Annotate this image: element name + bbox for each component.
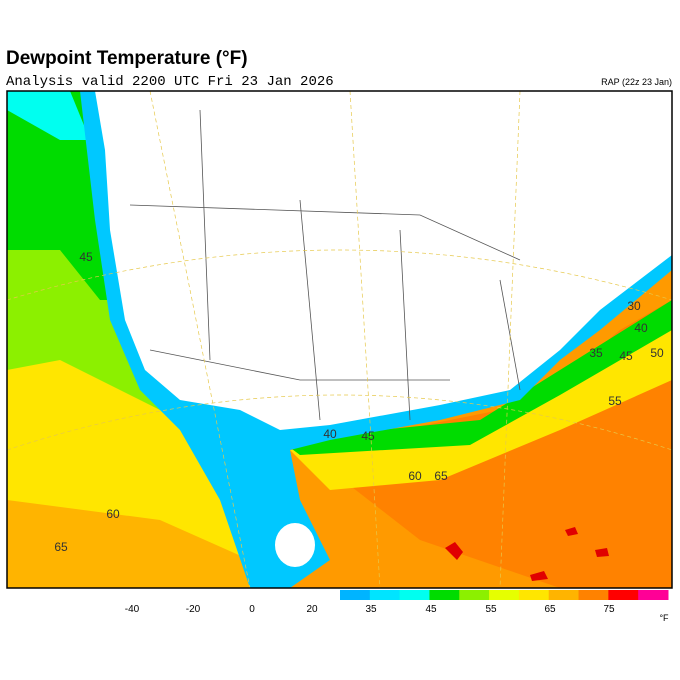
colorbar-tick-label: 55	[485, 604, 497, 615]
borders	[129, 109, 521, 421]
map-frame	[6, 90, 673, 589]
colorbar-tick-label: 35	[365, 604, 377, 615]
contour-label: 40	[323, 427, 337, 441]
colorbar-tick-label: -20	[186, 604, 201, 615]
colorbar-swatch	[399, 590, 430, 600]
colorbar-tick-label: 45	[425, 604, 437, 615]
contour-label: 50	[650, 346, 664, 360]
subtitle: Analysis valid 2200 UTC Fri 23 Jan 2026	[6, 74, 334, 90]
colorbar-swatch	[369, 590, 401, 600]
contour-label: 60	[408, 469, 422, 483]
colorbar-swatch	[459, 590, 490, 600]
contour-label: 60	[106, 507, 120, 521]
contour-label: 30	[627, 299, 641, 313]
contour-label: 65	[434, 469, 448, 483]
contour-label: 45	[361, 429, 375, 443]
colorbar-unit: °F	[659, 613, 669, 623]
colorbar-swatch	[578, 590, 609, 600]
colorbar-tick-label: 20	[306, 604, 318, 615]
pacific-aqua	[7, 91, 90, 140]
colorbar-swatch	[638, 590, 669, 600]
graticule	[7, 91, 672, 588]
colorbar-swatch	[429, 590, 460, 600]
colorbar-swatch	[518, 590, 550, 600]
colorbar-tick-label: 75	[603, 604, 615, 615]
colorbar-swatch	[489, 590, 520, 600]
colorbar-tick-label: 0	[249, 604, 255, 615]
contour-label: 40	[634, 321, 648, 335]
colorbar-tick-label: 65	[544, 604, 556, 615]
colorbar-swatch	[608, 590, 639, 600]
contour-label: 55	[608, 394, 622, 408]
colorbar-swatch	[548, 590, 580, 600]
model-label: RAP (22z 23 Jan)	[601, 77, 672, 87]
mexico-dry	[275, 523, 315, 567]
colorbar: -40 -20 0 20 35 45 55 65 75	[125, 590, 669, 615]
contour-label: 35	[589, 346, 603, 360]
title: Dewpoint Temperature (°F)	[6, 48, 248, 69]
contour-label: 45	[619, 349, 633, 363]
colorbar-swatch	[340, 590, 371, 600]
contour-label: 45	[79, 250, 93, 264]
contour-label: 65	[54, 540, 68, 554]
land-dry	[95, 91, 672, 430]
colorbar-tick-label: -40	[125, 604, 140, 615]
